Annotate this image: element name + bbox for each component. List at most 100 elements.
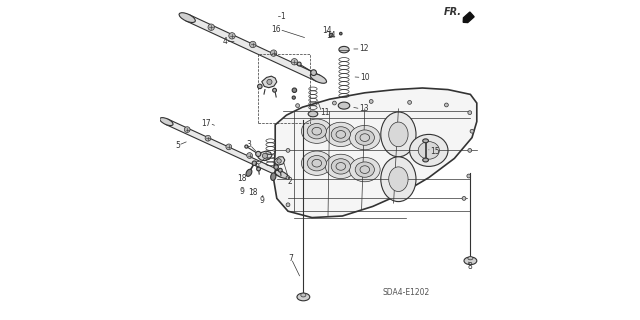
Ellipse shape — [301, 119, 332, 143]
Circle shape — [468, 148, 472, 152]
Ellipse shape — [464, 257, 477, 265]
Circle shape — [271, 50, 277, 56]
Text: 14: 14 — [326, 31, 336, 40]
Circle shape — [267, 79, 272, 84]
Ellipse shape — [355, 130, 374, 145]
Circle shape — [292, 88, 297, 92]
Ellipse shape — [381, 112, 416, 157]
Circle shape — [245, 145, 248, 148]
Circle shape — [256, 151, 261, 156]
Text: 10: 10 — [360, 73, 370, 82]
Ellipse shape — [301, 293, 306, 297]
Circle shape — [462, 196, 466, 200]
Circle shape — [226, 144, 232, 150]
Ellipse shape — [271, 173, 276, 180]
Circle shape — [408, 100, 412, 104]
Ellipse shape — [422, 158, 429, 162]
Polygon shape — [262, 76, 277, 88]
Circle shape — [468, 111, 472, 115]
Text: 11: 11 — [320, 108, 330, 116]
Text: 6: 6 — [254, 161, 259, 170]
Ellipse shape — [355, 162, 374, 177]
Text: 18: 18 — [237, 174, 246, 183]
Circle shape — [184, 127, 190, 132]
Text: 9: 9 — [260, 196, 265, 204]
Circle shape — [252, 161, 257, 165]
Ellipse shape — [332, 159, 351, 174]
Text: 7: 7 — [288, 254, 292, 263]
Polygon shape — [275, 157, 285, 165]
Text: 15: 15 — [430, 147, 440, 156]
Circle shape — [273, 88, 276, 92]
Circle shape — [292, 96, 296, 99]
Ellipse shape — [349, 125, 380, 150]
Circle shape — [297, 62, 301, 66]
Ellipse shape — [308, 111, 317, 117]
Ellipse shape — [419, 141, 440, 159]
Ellipse shape — [325, 154, 356, 179]
Circle shape — [274, 165, 278, 169]
Text: 18: 18 — [248, 188, 258, 197]
Text: 2: 2 — [288, 177, 292, 186]
Polygon shape — [274, 88, 477, 218]
Ellipse shape — [179, 13, 195, 22]
Text: 4: 4 — [222, 37, 227, 46]
Circle shape — [229, 33, 236, 39]
Circle shape — [258, 84, 262, 89]
Circle shape — [250, 41, 256, 48]
Circle shape — [311, 70, 317, 76]
FancyArrow shape — [463, 12, 474, 22]
Text: 16: 16 — [271, 25, 281, 34]
Circle shape — [286, 148, 290, 152]
Circle shape — [444, 103, 448, 107]
Ellipse shape — [160, 118, 173, 125]
Ellipse shape — [410, 134, 448, 166]
Ellipse shape — [468, 257, 473, 260]
Circle shape — [339, 32, 342, 35]
Ellipse shape — [307, 124, 326, 139]
Ellipse shape — [307, 156, 326, 171]
Text: 9: 9 — [239, 188, 244, 196]
Text: 8: 8 — [467, 262, 472, 271]
Ellipse shape — [332, 127, 351, 142]
Text: FR.: FR. — [444, 7, 461, 17]
Circle shape — [276, 159, 282, 163]
Circle shape — [278, 168, 282, 172]
Circle shape — [470, 129, 474, 133]
Polygon shape — [186, 14, 320, 82]
Text: 5: 5 — [175, 141, 180, 150]
Ellipse shape — [339, 46, 349, 53]
Ellipse shape — [422, 139, 429, 143]
Polygon shape — [258, 151, 272, 161]
Circle shape — [330, 33, 333, 37]
Ellipse shape — [246, 169, 252, 176]
Text: 12: 12 — [359, 44, 369, 53]
Ellipse shape — [349, 157, 380, 182]
Circle shape — [257, 167, 260, 171]
Circle shape — [286, 176, 290, 180]
Ellipse shape — [301, 151, 332, 175]
Circle shape — [286, 203, 290, 207]
Circle shape — [262, 153, 268, 158]
Circle shape — [208, 24, 214, 30]
Text: SDA4-E1202: SDA4-E1202 — [383, 288, 429, 297]
Text: 14: 14 — [323, 26, 332, 35]
Ellipse shape — [297, 293, 310, 301]
Polygon shape — [165, 119, 283, 177]
Ellipse shape — [275, 171, 288, 178]
Circle shape — [291, 59, 298, 65]
Circle shape — [369, 100, 373, 103]
Text: 1: 1 — [280, 12, 285, 21]
Ellipse shape — [388, 122, 408, 147]
Ellipse shape — [388, 167, 408, 191]
Circle shape — [333, 101, 337, 105]
Circle shape — [467, 174, 471, 178]
Ellipse shape — [339, 102, 349, 109]
Ellipse shape — [381, 157, 416, 202]
Circle shape — [296, 104, 300, 108]
Circle shape — [205, 135, 211, 141]
Text: 3: 3 — [246, 140, 251, 149]
Text: 17: 17 — [202, 119, 211, 128]
Ellipse shape — [325, 122, 356, 147]
Circle shape — [247, 153, 253, 158]
